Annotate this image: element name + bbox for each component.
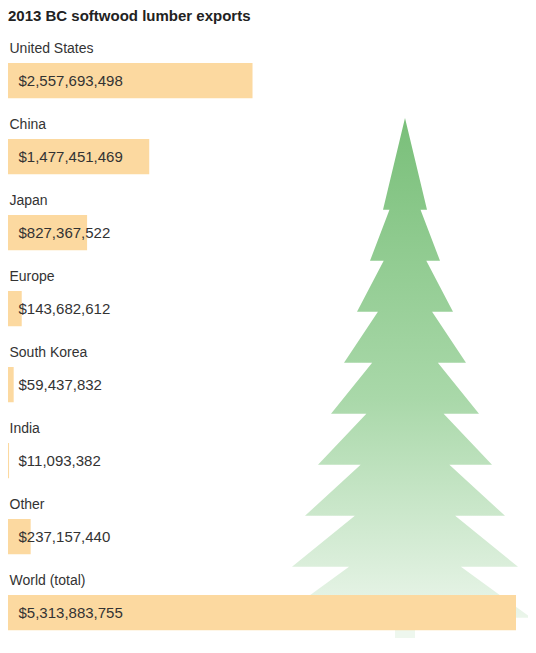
svg-text:India: India bbox=[10, 420, 41, 436]
svg-text:$827,367,522: $827,367,522 bbox=[19, 224, 111, 241]
svg-text:Europe: Europe bbox=[10, 268, 55, 284]
svg-text:$1,477,451,469: $1,477,451,469 bbox=[19, 148, 123, 165]
svg-text:United States: United States bbox=[10, 40, 94, 56]
svg-text:$237,157,440: $237,157,440 bbox=[19, 528, 111, 545]
svg-text:$2,557,693,498: $2,557,693,498 bbox=[19, 72, 123, 89]
html-text:2013 BC softwood lumber export: 2013 BC softwood lumber exports bbox=[8, 7, 251, 24]
svg-text:$11,093,382: $11,093,382 bbox=[19, 452, 101, 469]
svg-text:$59,437,832: $59,437,832 bbox=[19, 376, 102, 393]
svg-text:Japan: Japan bbox=[10, 192, 48, 208]
svg-text:World (total): World (total) bbox=[10, 572, 86, 588]
svg-text:Other: Other bbox=[10, 496, 45, 512]
svg-text:China: China bbox=[10, 116, 47, 132]
svg-text:$143,682,612: $143,682,612 bbox=[19, 300, 111, 317]
svg-text:South Korea: South Korea bbox=[10, 344, 88, 360]
svg-text:$5,313,883,755: $5,313,883,755 bbox=[19, 604, 123, 621]
